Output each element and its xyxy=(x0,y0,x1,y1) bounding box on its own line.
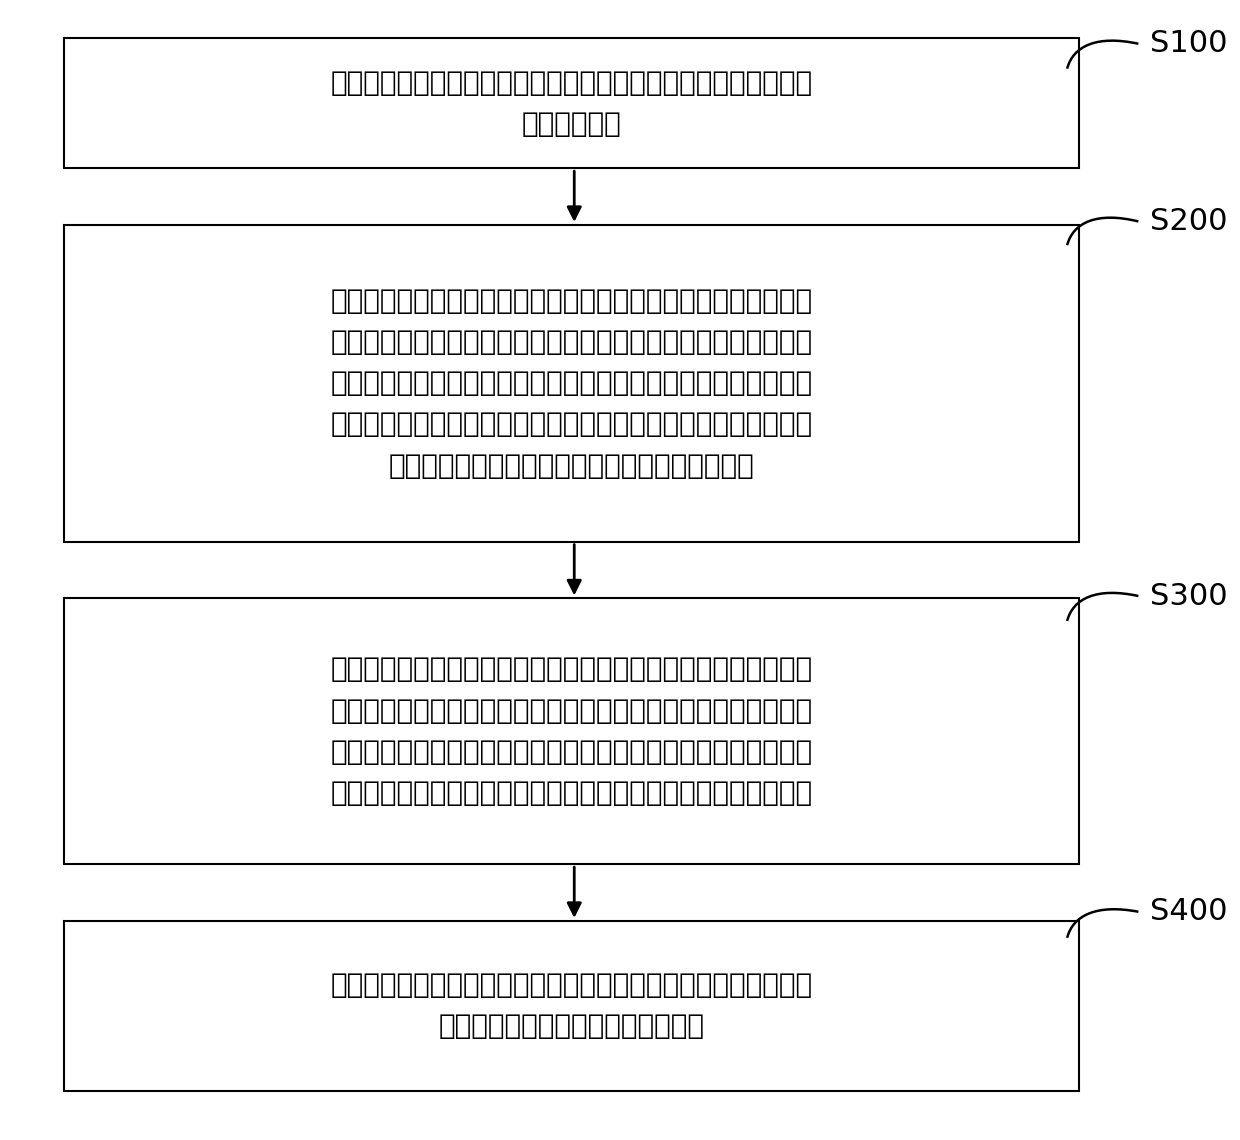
Text: S200: S200 xyxy=(1151,207,1228,236)
Text: S100: S100 xyxy=(1151,30,1228,58)
Text: S300: S300 xyxy=(1151,581,1228,611)
Text: 通过参数辨识环节中预设的带遗忘因子的递推最小二乘法对永磁同
步电机进行参数辨识，直至参数收敛: 通过参数辨识环节中预设的带遗忘因子的递推最小二乘法对永磁同 步电机进行参数辨识，… xyxy=(330,971,812,1041)
FancyBboxPatch shape xyxy=(63,598,1079,864)
FancyBboxPatch shape xyxy=(63,38,1079,169)
Text: 通过转速传感器采集永磁同步电机的转速和位置信号，并通过电流
传感器采集永磁同步电机的三相电流并转换为直轴反馈电流和交轴
反馈电流并进行低通滤波后，将直轴反馈电流: 通过转速传感器采集永磁同步电机的转速和位置信号，并通过电流 传感器采集永磁同步电… xyxy=(330,656,812,807)
Text: 当判断所述永磁同步电机需要进行参数辨识时，向永磁同步电机的
交轴期望电流中注入一低频小幅值正弦电流信号，并由调节器对交
轴期望电流、直轴期望电流、交轴期望电压以: 当判断所述永磁同步电机需要进行参数辨识时，向永磁同步电机的 交轴期望电流中注入一… xyxy=(330,287,812,480)
Text: 检测电动汽车的运行状态，判断电动汽车的永磁同步电机是否需要
进行参数辨识: 检测电动汽车的运行状态，判断电动汽车的永磁同步电机是否需要 进行参数辨识 xyxy=(330,68,812,138)
FancyBboxPatch shape xyxy=(63,225,1079,542)
Text: S400: S400 xyxy=(1151,897,1228,927)
FancyBboxPatch shape xyxy=(63,921,1079,1091)
